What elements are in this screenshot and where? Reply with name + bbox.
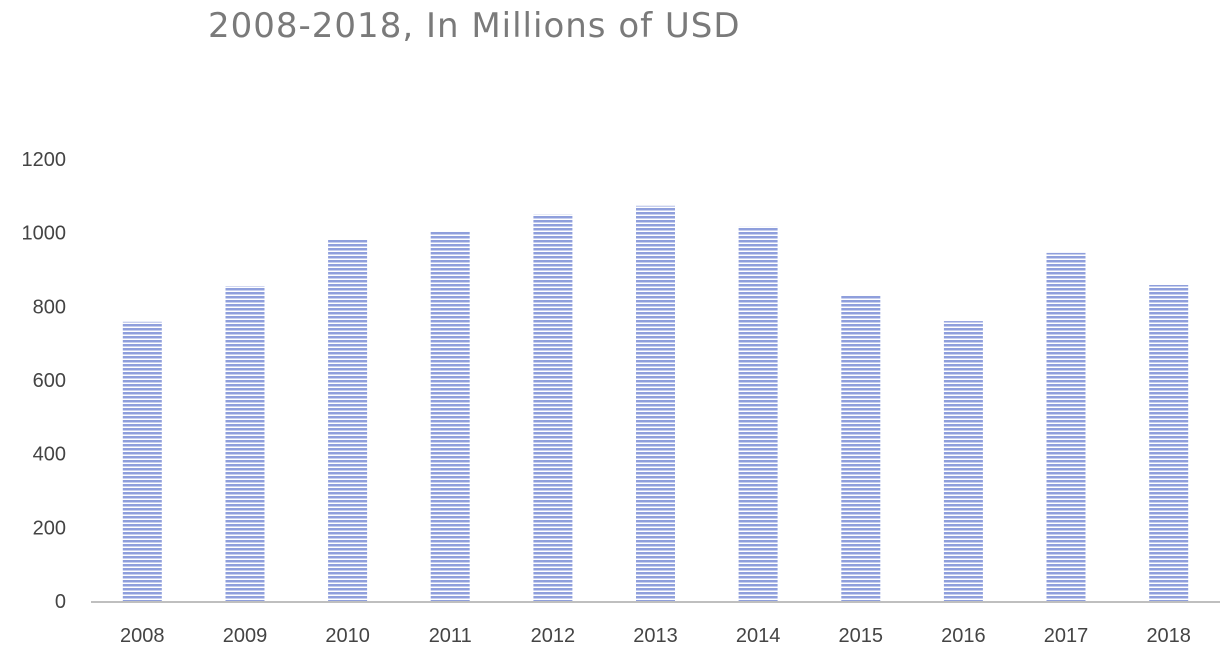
x-tick-label: 2012 bbox=[531, 625, 576, 647]
x-tick-label: 2016 bbox=[941, 625, 986, 647]
x-tick-label: 2011 bbox=[429, 625, 472, 647]
y-tick-label: 1200 bbox=[22, 149, 67, 171]
x-tick-label: 2009 bbox=[223, 625, 268, 647]
y-tick-label: 800 bbox=[33, 296, 66, 318]
bar-2011 bbox=[430, 231, 470, 601]
bar-2018 bbox=[1149, 285, 1189, 601]
x-tick-label: 2018 bbox=[1146, 625, 1191, 647]
y-tick-label: 400 bbox=[33, 444, 66, 466]
x-axis-ticks: 2008 2009 2010 2011 2012 2013 2014 2015 2016 2017… bbox=[120, 625, 1191, 647]
x-tick-label: 2017 bbox=[1044, 625, 1089, 647]
bar-2017 bbox=[1046, 252, 1086, 601]
bar-2009 bbox=[225, 286, 265, 601]
x-tick-label: 2015 bbox=[839, 625, 884, 647]
x-tick-label: 2008 bbox=[120, 625, 165, 647]
y-tick-label: 200 bbox=[33, 517, 66, 539]
bar-2015 bbox=[841, 296, 881, 601]
x-tick-label: 2010 bbox=[325, 625, 370, 647]
bar-2013 bbox=[636, 205, 675, 602]
bar-2010 bbox=[328, 240, 368, 601]
bar-2008 bbox=[122, 321, 162, 601]
y-tick-label: 0 bbox=[55, 591, 66, 613]
bar-2016 bbox=[943, 321, 983, 601]
bar-2014 bbox=[738, 226, 778, 601]
y-axis-ticks: 0 200 400 600 800 1000 1200 bbox=[22, 149, 67, 613]
chart-title: 2008-2018, In Millions of USD bbox=[208, 6, 741, 46]
y-tick-label: 1000 bbox=[22, 223, 67, 245]
bar-2012 bbox=[533, 214, 573, 602]
x-tick-label: 2014 bbox=[736, 625, 781, 647]
bars bbox=[122, 205, 1189, 602]
x-tick-label: 2013 bbox=[633, 625, 678, 647]
y-tick-label: 600 bbox=[33, 370, 66, 392]
